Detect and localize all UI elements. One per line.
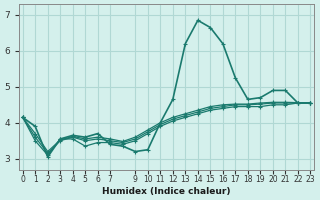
- X-axis label: Humidex (Indice chaleur): Humidex (Indice chaleur): [102, 187, 231, 196]
